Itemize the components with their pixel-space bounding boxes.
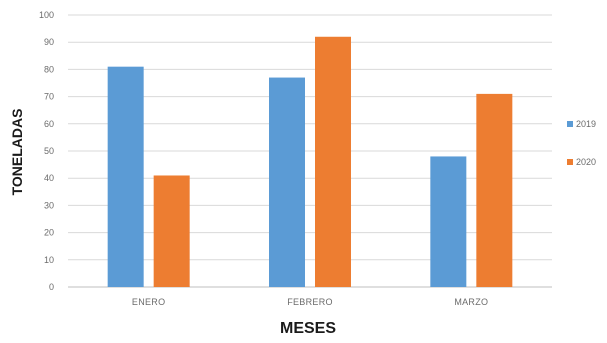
y-tick-label-90: 90 — [44, 37, 54, 47]
legend-swatch-2019 — [567, 121, 573, 127]
bars — [107, 36, 513, 288]
x-axis-title: MESES — [280, 320, 336, 337]
y-tick-label-0: 0 — [49, 282, 54, 292]
y-tick-label-50: 50 — [44, 146, 54, 156]
bar-marzo-2019 — [430, 156, 467, 287]
x-tick-label-enero: ENERO — [132, 297, 166, 307]
bar-enero-2019 — [107, 66, 144, 288]
y-tick-label-60: 60 — [44, 119, 54, 129]
legend-label-2019: 2019 — [576, 119, 596, 129]
y-tick-label-80: 80 — [44, 64, 54, 74]
bar-febrero-2019 — [269, 77, 305, 287]
x-tick-label-febrero: FEBRERO — [287, 297, 333, 307]
legend: 2019 2020 — [567, 119, 596, 167]
y-tick-label-40: 40 — [44, 173, 54, 183]
y-tick-label-30: 30 — [44, 200, 54, 210]
y-tick-label-100: 100 — [39, 10, 54, 20]
y-tick-label-70: 70 — [44, 92, 54, 102]
legend-label-2020: 2020 — [576, 157, 596, 167]
x-axis-categories: ENERO FEBRERO MARZO — [132, 297, 488, 307]
legend-swatch-2020 — [567, 159, 573, 165]
bar-marzo-2020 — [476, 93, 513, 287]
y-tick-label-20: 20 — [44, 228, 54, 238]
x-tick-label-marzo: MARZO — [454, 297, 488, 307]
y-axis-ticks: 0 10 20 30 40 50 60 70 80 90 100 — [39, 10, 54, 292]
bar-febrero-2020 — [315, 36, 351, 288]
y-axis-title: TONELADAS — [9, 109, 25, 196]
gridlines — [68, 14, 552, 288]
y-tick-label-10: 10 — [44, 255, 54, 265]
bar-enero-2020 — [153, 175, 190, 287]
